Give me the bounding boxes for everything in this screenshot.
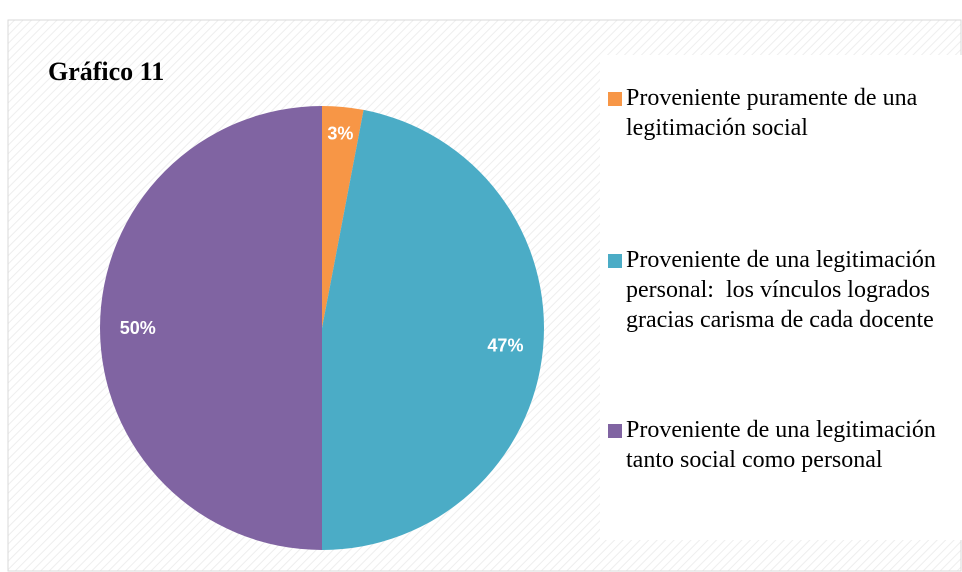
legend-item: Proveniente de una legitimación personal… [608, 245, 958, 335]
legend-label: Proveniente de una legitimación personal… [626, 247, 942, 333]
pie-slice [322, 109, 545, 551]
pie-slice [100, 106, 322, 550]
data-label: 47% [487, 335, 523, 355]
chart-title: Gráfico 11 [48, 57, 164, 86]
legend-item: Proveniente de una legitimación tanto so… [608, 415, 958, 475]
legend-swatch [608, 92, 622, 106]
legend-swatch [608, 254, 622, 268]
data-label: 50% [120, 318, 156, 338]
legend-label: Proveniente de una legitimación tanto so… [626, 417, 942, 473]
legend-swatch [608, 424, 622, 438]
data-label: 3% [327, 124, 353, 144]
pie-slice [322, 106, 364, 328]
legend: Proveniente puramente de una legitimació… [600, 55, 962, 540]
legend-label: Proveniente puramente de una legitimació… [626, 85, 924, 141]
legend-item: Proveniente puramente de una legitimació… [608, 83, 958, 143]
